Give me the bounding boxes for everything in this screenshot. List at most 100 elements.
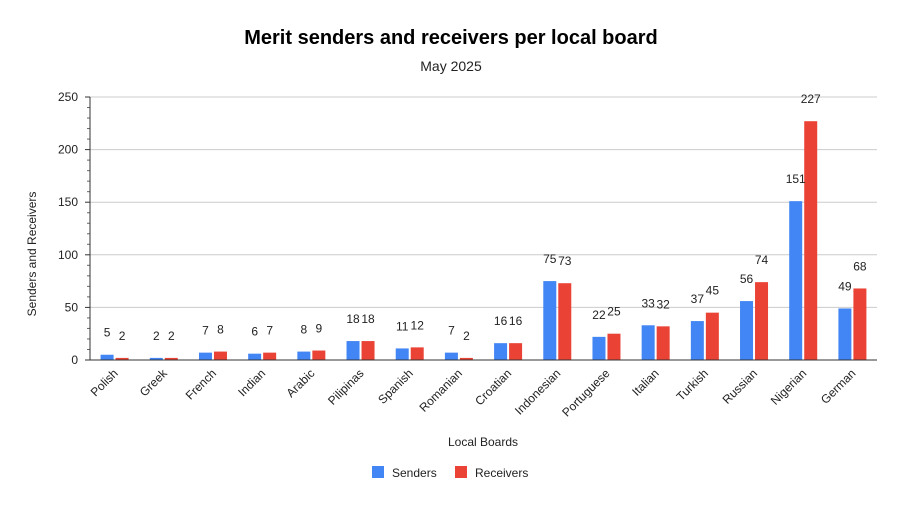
data-label-senders-portuguese: 22 — [592, 308, 606, 322]
bar-receivers-portuguese — [607, 333, 621, 360]
x-tick-label: Spanish — [375, 366, 416, 407]
y-tick-label: 200 — [58, 143, 78, 157]
bar-receivers-arabic — [312, 350, 326, 360]
bar-receivers-croatian — [509, 343, 523, 360]
bar-senders-arabic — [297, 351, 311, 360]
bar-receivers-romanian — [459, 357, 473, 360]
bar-receivers-spanish — [410, 347, 424, 360]
data-label-senders-greek: 2 — [153, 329, 160, 343]
bar-senders-nigerian — [789, 201, 803, 360]
data-label-senders-italian: 33 — [641, 296, 655, 310]
y-tick-label: 150 — [58, 195, 78, 209]
data-label-senders-croatian: 16 — [494, 314, 508, 328]
data-label-receivers-polish: 2 — [119, 329, 126, 343]
x-tick-label: Portuguese — [559, 366, 613, 420]
data-label-senders-russian: 56 — [740, 272, 754, 286]
bar-receivers-indian — [263, 352, 277, 360]
x-tick-label: Polish — [88, 366, 121, 399]
data-label-senders-german: 49 — [838, 279, 852, 293]
bar-receivers-russian — [755, 282, 769, 360]
bar-receivers-italian — [656, 326, 670, 360]
legend-label-senders: Senders — [392, 466, 437, 480]
bar-receivers-indonesian — [558, 283, 572, 360]
chart-subtitle: May 2025 — [420, 58, 482, 74]
x-tick-label: Indian — [235, 366, 268, 399]
x-tick-label: German — [818, 366, 859, 407]
chart-title: Merit senders and receivers per local bo… — [244, 27, 658, 49]
x-tick-label: Pilipinas — [325, 366, 367, 408]
y-axis-label: Senders and Receivers — [25, 192, 39, 317]
data-label-senders-indonesian: 75 — [543, 252, 557, 266]
data-label-receivers-pilipinas: 18 — [361, 312, 375, 326]
y-tick-label: 0 — [71, 353, 78, 367]
y-tick-label: 250 — [58, 90, 78, 104]
data-label-receivers-german: 68 — [853, 259, 867, 273]
x-tick-label: Turkish — [674, 366, 711, 403]
bar-senders-croatian — [494, 343, 508, 360]
data-label-senders-french: 7 — [202, 324, 209, 338]
data-label-senders-spanish: 11 — [396, 319, 409, 333]
bar-receivers-pilipinas — [361, 341, 375, 360]
bar-senders-italian — [641, 325, 655, 360]
data-label-receivers-french: 8 — [217, 323, 224, 337]
y-tick-label: 100 — [58, 248, 78, 262]
x-tick-label: Croatian — [472, 366, 514, 408]
data-label-receivers-spanish: 12 — [411, 318, 425, 332]
data-label-receivers-romanian: 2 — [463, 329, 470, 343]
x-tick-label: Russian — [720, 366, 761, 407]
bar-senders-french — [198, 352, 212, 360]
data-label-senders-turkish: 37 — [691, 292, 705, 306]
bar-senders-indian — [248, 353, 262, 360]
bar-senders-indonesian — [543, 281, 557, 360]
x-tick-label: French — [183, 366, 219, 402]
bar-senders-portuguese — [592, 336, 606, 360]
data-label-receivers-nigerian: 227 — [801, 92, 821, 106]
legend-swatch-senders — [372, 466, 384, 478]
bar-receivers-french — [213, 351, 227, 360]
data-label-receivers-turkish: 45 — [706, 284, 720, 298]
data-label-receivers-arabic: 9 — [316, 322, 323, 336]
data-label-receivers-indian: 7 — [266, 324, 273, 338]
data-label-senders-nigerian: 151 — [786, 172, 806, 186]
legend-swatch-receivers — [455, 466, 467, 478]
data-label-senders-pilipinas: 18 — [346, 312, 360, 326]
bar-receivers-polish — [115, 357, 129, 360]
data-label-receivers-croatian: 16 — [509, 314, 523, 328]
x-tick-label: Romanian — [416, 366, 465, 415]
bar-senders-romanian — [444, 352, 458, 360]
x-axis-ticks: Polish Greek French Indian Arabic Pilipinas Sp… — [88, 359, 877, 420]
bar-senders-pilipinas — [346, 341, 360, 360]
bar-senders-greek — [149, 357, 163, 360]
data-label-senders-romanian: 7 — [448, 324, 455, 338]
x-tick-label: Indonesian — [512, 366, 563, 417]
data-label-receivers-portuguese: 25 — [607, 305, 621, 319]
bar-senders-german — [838, 308, 852, 360]
data-label-senders-polish: 5 — [104, 326, 111, 340]
gridlines — [90, 96, 877, 308]
x-tick-label: Greek — [137, 366, 171, 400]
bar-receivers-greek — [164, 357, 178, 360]
y-tick-label: 50 — [65, 300, 79, 314]
bar-senders-russian — [740, 301, 754, 360]
bar-receivers-nigerian — [804, 121, 818, 360]
bars — [100, 121, 867, 360]
data-label-senders-arabic: 8 — [301, 323, 308, 337]
bar-senders-turkish — [690, 321, 704, 360]
y-axis-ticks: 0 50 100 150 200 250 — [58, 90, 91, 367]
data-label-receivers-italian: 32 — [656, 297, 670, 311]
legend: Senders Receivers — [372, 466, 528, 480]
x-tick-label: Nigerian — [768, 366, 810, 408]
legend-label-receivers: Receivers — [475, 466, 528, 480]
bar-senders-spanish — [395, 348, 409, 360]
data-label-receivers-greek: 2 — [168, 329, 175, 343]
data-label-receivers-indonesian: 73 — [558, 254, 572, 268]
data-label-receivers-russian: 74 — [755, 253, 769, 267]
bar-senders-polish — [100, 354, 114, 360]
x-tick-label: Arabic — [284, 366, 318, 400]
data-label-senders-indian: 6 — [251, 325, 258, 339]
bar-receivers-german — [853, 288, 867, 360]
bar-receivers-turkish — [705, 312, 719, 360]
